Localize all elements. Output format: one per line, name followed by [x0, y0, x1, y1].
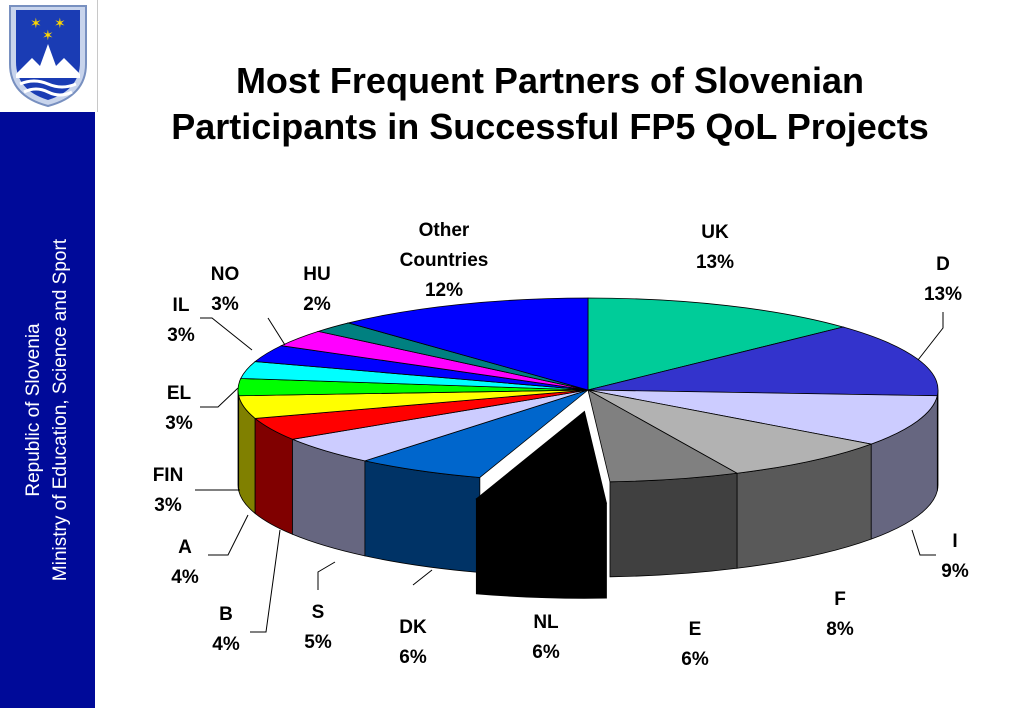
chart-title: Most Frequent Partners of Slovenian Part… [171, 60, 929, 147]
label-f: F 8% [826, 589, 854, 640]
label-nl: NL 6% [532, 612, 560, 663]
label-dk: DK 6% [399, 617, 427, 668]
slice-side-dk [364, 460, 481, 573]
label-fin: FIN 3% [153, 465, 184, 516]
leader-line-i [911, 529, 936, 556]
slice-i [587, 389, 938, 445]
slice-other-countries [346, 297, 589, 391]
slice-dk [363, 389, 589, 478]
leader-line-b [250, 529, 281, 633]
slice-e [587, 389, 739, 483]
slovenia-coat-of-arms-icon: ✶ ✶ ✶ [9, 5, 87, 108]
svg-text:✶: ✶ [54, 16, 66, 32]
leader-line-a [208, 514, 249, 556]
label-d: D 13% [924, 254, 962, 305]
label-il: IL 3% [167, 295, 195, 346]
label-hu: HU 2% [303, 264, 331, 315]
svg-text:✶: ✶ [42, 28, 54, 44]
svg-text:✶: ✶ [30, 16, 42, 32]
label-a: A 4% [171, 537, 199, 588]
leader-line-no [267, 317, 286, 346]
slice-side-e [609, 472, 738, 578]
slice-uk [587, 297, 845, 391]
leader-line-s [317, 561, 336, 590]
label-no: NO 3% [211, 264, 240, 315]
label-uk: UK 13% [696, 222, 734, 273]
leader-line-d [917, 312, 944, 361]
label-other-countries: Other Countries 12% [400, 220, 489, 301]
slice-d [587, 326, 939, 397]
slice-f [587, 389, 873, 474]
logo-box: ✶ ✶ ✶ [0, 0, 98, 112]
leader-line-il [200, 317, 253, 351]
label-e: E 6% [681, 619, 709, 670]
label-b: B 4% [212, 604, 240, 655]
leader-line-el [200, 387, 239, 408]
label-i: I 9% [941, 531, 969, 582]
sidebar [0, 112, 95, 708]
label-el: EL 3% [165, 383, 193, 434]
slice-nl [475, 410, 607, 504]
label-s: S 5% [304, 602, 332, 653]
slice-side-nl [475, 498, 607, 599]
leader-line-dk [412, 569, 433, 586]
